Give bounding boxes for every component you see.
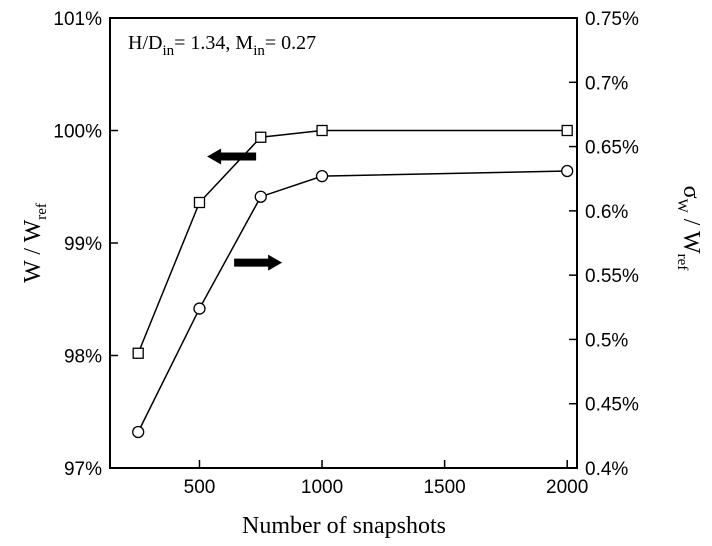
square-marker xyxy=(561,124,573,137)
x-axis-title: Number of snapshots xyxy=(242,513,446,539)
circle-marker xyxy=(193,302,206,315)
y-right-tick-label: 0.75% xyxy=(585,9,639,30)
circle-marker xyxy=(315,169,329,183)
circle-marker xyxy=(132,425,145,439)
y-right-tick-label: 0.6% xyxy=(585,202,628,223)
square-marker xyxy=(132,347,144,359)
arrow-right-icon xyxy=(234,254,283,271)
square-marker xyxy=(193,196,206,209)
circle-marker xyxy=(561,164,574,178)
y-left-tick-label: 97% xyxy=(64,459,102,480)
series-line-1 xyxy=(137,129,568,354)
y-right-tick-label: 0.55% xyxy=(585,266,639,287)
ticks: 500 1000 1500 2000 97% 98% 99% 100% 101% 0.4% 0.45… xyxy=(53,9,639,498)
y-left-axis-title: W / Wref xyxy=(20,203,50,283)
y-left-tick-label: 100% xyxy=(53,122,102,143)
y-right-tick-label: 0.7% xyxy=(585,73,628,94)
y-left-tick-label: 101% xyxy=(53,9,102,30)
annotation: H/Din= 1.34, Min= 0.27 xyxy=(128,32,316,59)
plot-frame xyxy=(109,17,578,469)
x-tick-label: 1000 xyxy=(301,477,343,498)
y-right-tick-label: 0.4% xyxy=(585,459,628,480)
y-right-axis-title: σW / Wref xyxy=(674,186,704,271)
y-left-tick-label: 99% xyxy=(64,234,102,255)
y-right-tick-label: 0.65% xyxy=(585,138,639,159)
circle-marker xyxy=(254,190,267,203)
square-marker xyxy=(316,124,328,137)
y-right-tick-label: 0.5% xyxy=(585,330,628,351)
square-marker xyxy=(255,131,267,143)
series-line-2 xyxy=(137,170,568,433)
x-tick-label: 2000 xyxy=(546,477,588,498)
x-tick-label: 1500 xyxy=(423,477,465,498)
x-tick-label: 500 xyxy=(184,477,216,498)
series xyxy=(132,124,574,439)
y-left-tick-label: 98% xyxy=(64,347,102,368)
arrows xyxy=(207,148,283,271)
y-right-tick-label: 0.45% xyxy=(585,395,639,416)
arrow-left-icon xyxy=(207,148,257,165)
